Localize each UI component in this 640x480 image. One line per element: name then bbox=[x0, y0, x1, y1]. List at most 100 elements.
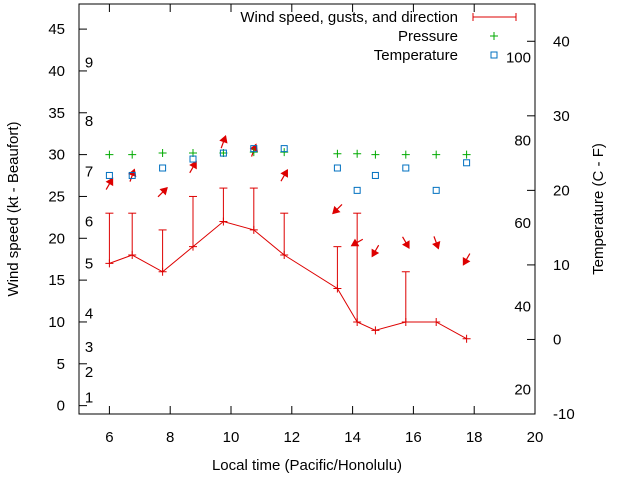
temperature-point bbox=[189, 155, 197, 163]
wind-speed-point bbox=[280, 251, 289, 260]
x-tick-label: 14 bbox=[344, 429, 361, 446]
pressure-point bbox=[128, 150, 137, 159]
fahrenheit-label: 60 bbox=[514, 215, 531, 232]
temperature-point bbox=[463, 159, 471, 167]
wind-direction-arrowhead bbox=[105, 177, 114, 187]
plot-frame-group bbox=[78, 3, 536, 415]
wind-direction-arrowhead bbox=[219, 135, 228, 144]
wind-direction-arrowhead bbox=[371, 248, 380, 258]
wind-speed-point bbox=[128, 251, 137, 260]
legend-label-pressure: Pressure bbox=[398, 28, 458, 45]
pressure-series bbox=[105, 148, 471, 159]
beaufort-scale: 1 2 3 4 5 6 7 8 9 bbox=[85, 55, 93, 407]
fahrenheit-label: 100 bbox=[506, 50, 531, 67]
y-axis-left-label: Wind speed (kt - Beaufort) bbox=[5, 121, 22, 296]
y-right-tick-label: 20 bbox=[553, 182, 570, 199]
gust-bars bbox=[105, 187, 410, 322]
beaufort-label: 6 bbox=[85, 214, 93, 231]
temperature-point bbox=[128, 171, 136, 179]
wind-speed-point bbox=[462, 334, 471, 343]
y-left-tick-label: 0 bbox=[57, 398, 65, 415]
y-right-tick-label: 40 bbox=[553, 33, 570, 50]
pressure-point bbox=[371, 150, 380, 159]
y-left-tick-label: 20 bbox=[48, 230, 65, 247]
fahrenheit-label: 20 bbox=[514, 381, 531, 398]
beaufort-label: 1 bbox=[85, 389, 93, 406]
beaufort-label: 7 bbox=[85, 163, 93, 180]
pressure-point bbox=[333, 149, 342, 158]
y-left-tick-label: 45 bbox=[48, 21, 65, 38]
wind-speed-point bbox=[158, 267, 167, 276]
x-tick-label: 6 bbox=[105, 429, 113, 446]
wind-speed-point bbox=[371, 326, 380, 335]
pressure-point bbox=[105, 150, 114, 159]
temperature-point bbox=[159, 164, 167, 172]
temperature-point bbox=[353, 186, 361, 194]
wind-speed-point bbox=[105, 259, 114, 268]
plot-frame bbox=[78, 3, 536, 415]
wind-series bbox=[105, 217, 471, 343]
wind-speed-point bbox=[219, 217, 228, 226]
pressure-point bbox=[158, 148, 167, 157]
wind-direction-arrowhead bbox=[189, 160, 197, 170]
temperature-series bbox=[105, 145, 471, 194]
legend-swatch-pressure bbox=[490, 32, 498, 40]
beaufort-label: 8 bbox=[85, 113, 93, 130]
y-left-tick-label: 15 bbox=[48, 272, 65, 289]
pressure-point bbox=[401, 150, 410, 159]
pressure-point bbox=[432, 150, 441, 159]
wind-direction-arrowhead bbox=[432, 240, 441, 250]
fahrenheit-label: 80 bbox=[514, 132, 531, 149]
y-right-tick-label: -10 bbox=[553, 406, 575, 423]
wind-speed-point bbox=[189, 242, 197, 251]
x-tick-label: 16 bbox=[405, 429, 422, 446]
y-left-tick-label: 10 bbox=[48, 314, 65, 331]
fahrenheit-scale: 20 40 60 80 100 bbox=[506, 50, 531, 399]
wind-speed-point bbox=[353, 317, 362, 326]
temperature-point bbox=[250, 145, 258, 153]
y-left-tick-label: 40 bbox=[48, 63, 65, 80]
temperature-point bbox=[333, 164, 341, 172]
fahrenheit-label: 40 bbox=[514, 299, 531, 316]
beaufort-label: 2 bbox=[85, 364, 93, 381]
wind-direction-arrowhead bbox=[402, 240, 410, 249]
y-right-tick-label: 30 bbox=[553, 108, 570, 125]
legend: Wind speed, gusts, and direction Pressure… bbox=[240, 9, 517, 64]
wind-direction-arrows bbox=[105, 135, 471, 266]
temperature-point bbox=[371, 171, 379, 179]
y-left-tick-label: 30 bbox=[48, 147, 65, 164]
temperature-point bbox=[219, 149, 227, 157]
y-right-tick-label: 10 bbox=[553, 257, 570, 274]
temperature-point bbox=[280, 145, 288, 153]
wind-speed-point bbox=[432, 317, 441, 326]
pressure-point bbox=[353, 149, 362, 158]
wind-speed-point bbox=[401, 317, 410, 326]
wind-direction-arrowhead bbox=[350, 238, 360, 247]
legend-label-wind: Wind speed, gusts, and direction bbox=[240, 9, 458, 26]
y-left-tick-label: 25 bbox=[48, 188, 65, 205]
x-tick-label: 12 bbox=[283, 429, 300, 446]
wind-speed-point bbox=[249, 225, 258, 234]
pressure-point bbox=[462, 150, 471, 159]
wind-speed-point bbox=[333, 284, 342, 293]
wind-direction-arrowhead bbox=[280, 169, 288, 178]
legend-swatch-temperature bbox=[490, 51, 498, 59]
wind-direction-arrowhead bbox=[159, 186, 168, 196]
beaufort-label: 3 bbox=[85, 339, 93, 356]
y-right-tick-label: 0 bbox=[553, 331, 561, 348]
x-tick-label: 18 bbox=[466, 429, 483, 446]
beaufort-label: 9 bbox=[85, 55, 93, 72]
y-left-tick-label: 5 bbox=[57, 356, 65, 373]
wind-direction-arrowhead bbox=[332, 205, 341, 215]
y-left-tick-label: 35 bbox=[48, 105, 65, 122]
x-tick-label: 20 bbox=[527, 429, 544, 446]
temperature-point bbox=[402, 164, 410, 172]
y-axis-right-label: Temperature (C - F) bbox=[590, 143, 607, 275]
temperature-point bbox=[432, 186, 440, 194]
axis-ticks: 6 8 10 12 14 16 18 20051015202530354045-1001020… bbox=[48, 4, 575, 446]
x-axis-label: Local time (Pacific/Honolulu) bbox=[212, 457, 402, 474]
x-tick-label: 8 bbox=[166, 429, 174, 446]
x-tick-label: 10 bbox=[223, 429, 240, 446]
temperature-point bbox=[105, 171, 113, 179]
